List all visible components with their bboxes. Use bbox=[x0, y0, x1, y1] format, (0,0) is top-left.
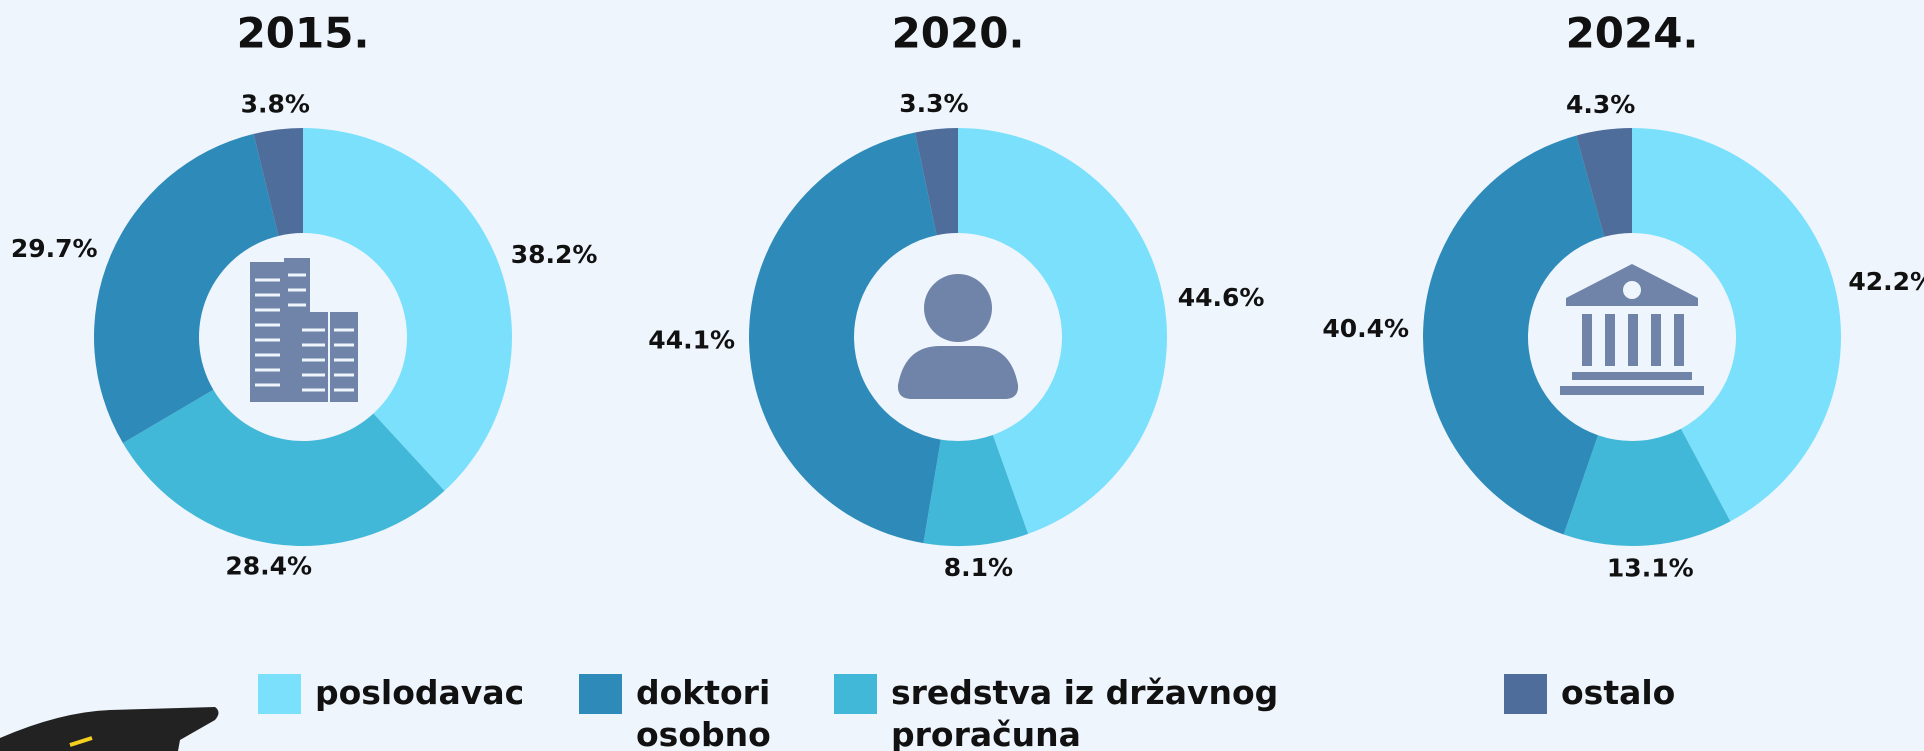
institution-icon bbox=[1560, 264, 1704, 395]
chart-title: 2015. bbox=[237, 9, 370, 58]
slice bbox=[749, 132, 941, 543]
person-icon bbox=[898, 274, 1018, 399]
value-label: 40.4% bbox=[1322, 314, 1409, 343]
building-icon bbox=[250, 258, 358, 402]
value-label: 3.8% bbox=[241, 90, 310, 119]
legend-label: sredstva iz državnog proračuna bbox=[891, 672, 1451, 751]
legend-item: doktori osobno bbox=[579, 674, 796, 751]
value-label: 4.3% bbox=[1566, 90, 1635, 119]
chart: 2024. 42.2% 13.1% 40.4% 4.3% 2020. 44.6% 8.1% 44… bbox=[0, 0, 1924, 751]
value-label: 3.3% bbox=[899, 89, 968, 118]
page: 2024. 42.2% 13.1% 40.4% 4.3% 2020. 44.6% 8.1% 44… bbox=[0, 0, 1924, 751]
chart-title: 2024. bbox=[1566, 9, 1699, 58]
legend-item: ostalo bbox=[1504, 674, 1761, 714]
legend-swatch bbox=[579, 674, 622, 714]
legend-label: poslodavac bbox=[315, 672, 575, 714]
cap-decoration bbox=[0, 707, 219, 751]
value-label: 28.4% bbox=[225, 551, 312, 580]
value-label: 42.2% bbox=[1848, 267, 1924, 296]
legend-item: poslodavac bbox=[258, 674, 575, 714]
value-label: 13.1% bbox=[1607, 553, 1694, 582]
value-label: 29.7% bbox=[11, 234, 98, 263]
legend-item: sredstva iz državnog proračuna bbox=[834, 674, 1451, 751]
legend-label: doktori osobno bbox=[636, 672, 796, 751]
legend-swatch bbox=[834, 674, 877, 714]
slice bbox=[1423, 136, 1604, 535]
value-label: 8.1% bbox=[944, 553, 1013, 582]
value-label: 44.1% bbox=[648, 326, 735, 355]
legend-label: ostalo bbox=[1561, 672, 1761, 714]
legend-swatch bbox=[258, 674, 301, 714]
value-label: 38.2% bbox=[511, 240, 598, 269]
value-label: 44.6% bbox=[1178, 283, 1265, 312]
legend-swatch bbox=[1504, 674, 1547, 714]
chart-title: 2020. bbox=[892, 9, 1025, 58]
